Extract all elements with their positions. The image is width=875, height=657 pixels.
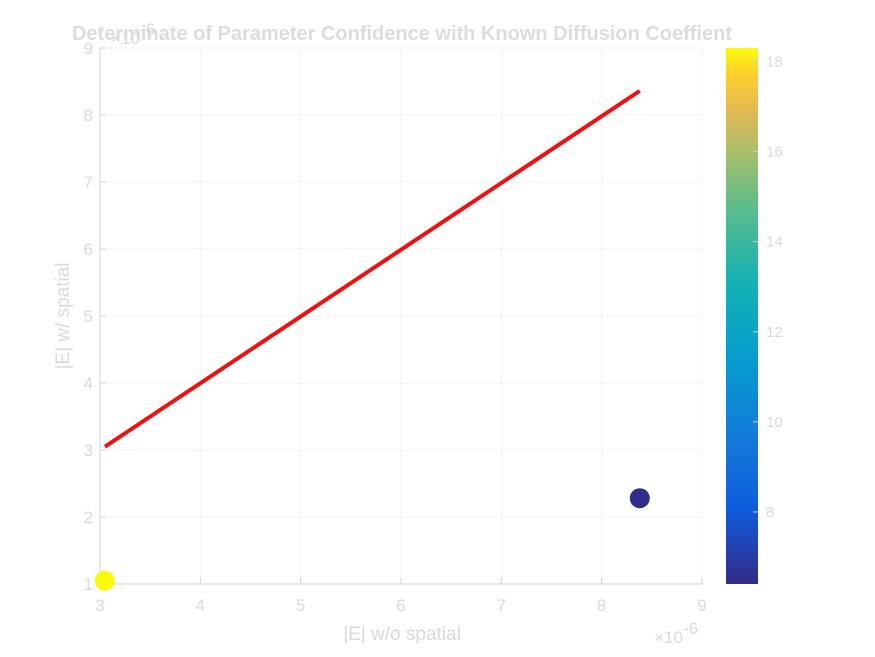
colorbar-tick-label: 14: [766, 234, 783, 251]
x-axis-label: |E| w/o spatial: [343, 624, 461, 645]
colorbar-tick-label: 18: [766, 54, 783, 71]
y-tick-label: 6: [84, 240, 93, 259]
x-tick-label: 4: [196, 596, 205, 615]
colorbar-tick-label: 8: [766, 504, 774, 521]
y-axis-ticks: 1 2 3 4 5 6 7 8 9: [84, 39, 106, 594]
chart-title: Determinate of Parameter Confidence with…: [72, 23, 732, 45]
y-tick-label: 5: [84, 307, 93, 326]
x-tick-label: 6: [396, 596, 405, 615]
data-series: [95, 89, 650, 591]
reference-line: [103, 89, 641, 449]
colorbar-gradient: [726, 48, 758, 584]
y-tick-label: 7: [84, 173, 93, 192]
y-exponent-base: ×10: [111, 29, 140, 48]
x-exponent-base: ×10: [654, 628, 683, 647]
scatter-point: [629, 488, 650, 509]
y-tick-label: 9: [84, 39, 93, 58]
colorbar-tick-label: 10: [766, 414, 783, 431]
y-axis-label: |E| w/ spatial: [53, 262, 74, 369]
colorbar-tick-label: 16: [766, 144, 783, 161]
y-tick-label: 1: [84, 575, 93, 594]
x-tick-label: 5: [296, 596, 305, 615]
x-axis-ticks: 3 4 5 6 7 8 9: [95, 578, 707, 615]
x-tick-label: 9: [697, 596, 706, 615]
y-tick-label: 3: [84, 441, 93, 460]
y-exponent-power: -6: [140, 20, 155, 39]
y-tick-label: 2: [84, 508, 93, 527]
colorbar: 8 10 12 14 16 18: [726, 48, 783, 584]
x-tick-label: 8: [597, 596, 606, 615]
colorbar-tick-label: 12: [766, 324, 783, 341]
x-axis-exponent: ×10 -6: [654, 619, 698, 647]
x-exponent-power: -6: [683, 619, 698, 638]
y-tick-label: 4: [84, 374, 93, 393]
x-tick-label: 3: [95, 596, 104, 615]
y-tick-label: 8: [84, 106, 93, 125]
y-axis-exponent: ×10 -6: [111, 20, 155, 48]
x-tick-label: 7: [497, 596, 506, 615]
scatter-point: [95, 570, 116, 591]
